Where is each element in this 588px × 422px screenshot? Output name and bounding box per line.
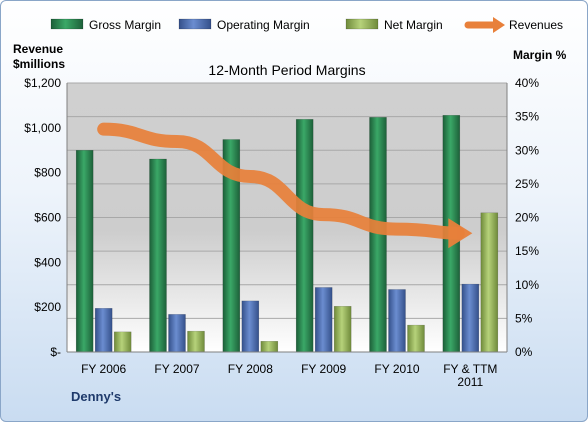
bar-operating-margin bbox=[168, 314, 186, 353]
bar-net-margin bbox=[260, 340, 279, 353]
legend-label: Gross Margin bbox=[89, 18, 161, 32]
right-tick-label: 30% bbox=[515, 143, 539, 157]
legend-label: Revenues bbox=[509, 18, 563, 32]
category-label: FY 2006 bbox=[81, 362, 126, 376]
chart-title: 12-Month Period Margins bbox=[208, 62, 365, 78]
bar-operating-margin bbox=[314, 287, 333, 353]
bar-gross-margin bbox=[149, 158, 167, 353]
bar-net-margin bbox=[333, 306, 352, 353]
right-tick-label: 40% bbox=[515, 76, 539, 90]
left-tick-label: $1,000 bbox=[24, 121, 61, 135]
right-tick-label: 0% bbox=[515, 345, 533, 359]
right-tick-label: 15% bbox=[515, 244, 539, 258]
bar-operating-margin bbox=[461, 283, 480, 353]
legend-label: Operating Margin bbox=[217, 18, 310, 32]
category-label: FY 2007 bbox=[154, 362, 199, 376]
bar-operating-margin bbox=[94, 308, 113, 353]
left-axis-title: Revenue bbox=[13, 42, 63, 56]
left-axis-title: $millions bbox=[13, 57, 65, 71]
bar-gross-margin bbox=[75, 150, 94, 353]
bar-net-margin bbox=[407, 324, 425, 353]
right-tick-label: 5% bbox=[515, 311, 533, 325]
revenue-arrowhead bbox=[448, 218, 473, 249]
left-tick-label: $600 bbox=[34, 211, 61, 225]
right-tick-label: 25% bbox=[515, 177, 539, 191]
category-label: FY 2009 bbox=[301, 362, 346, 376]
bar-net-margin bbox=[113, 331, 132, 353]
left-tick-label: $800 bbox=[34, 166, 61, 180]
right-tick-label: 10% bbox=[515, 278, 539, 292]
bar-gross-margin bbox=[295, 119, 314, 353]
left-tick-label: $400 bbox=[34, 255, 61, 269]
right-tick-label: 35% bbox=[515, 110, 539, 124]
category-label: 2011 bbox=[457, 375, 483, 389]
right-tick-label: 20% bbox=[515, 211, 539, 225]
right-axis-title: Margin % bbox=[513, 48, 567, 62]
company-label: Denny's bbox=[71, 389, 121, 404]
category-label: FY 2008 bbox=[228, 362, 273, 376]
revenue-line bbox=[97, 122, 465, 240]
left-tick-label: $1,200 bbox=[24, 76, 61, 90]
legend-swatch bbox=[50, 18, 84, 30]
bar-operating-margin bbox=[388, 289, 406, 353]
legend-swatch bbox=[493, 17, 505, 33]
legend-swatch bbox=[178, 18, 212, 30]
left-tick-label: $200 bbox=[34, 300, 61, 314]
category-label: FY 2010 bbox=[374, 362, 419, 376]
legend-label: Net Margin bbox=[384, 18, 443, 32]
bar-net-margin bbox=[187, 330, 205, 353]
left-tick-label: $- bbox=[50, 345, 61, 359]
legend-swatch bbox=[345, 18, 379, 30]
bar-operating-margin bbox=[241, 300, 260, 353]
bar-net-margin bbox=[480, 212, 499, 353]
category-label: FY & TTM bbox=[443, 362, 497, 376]
